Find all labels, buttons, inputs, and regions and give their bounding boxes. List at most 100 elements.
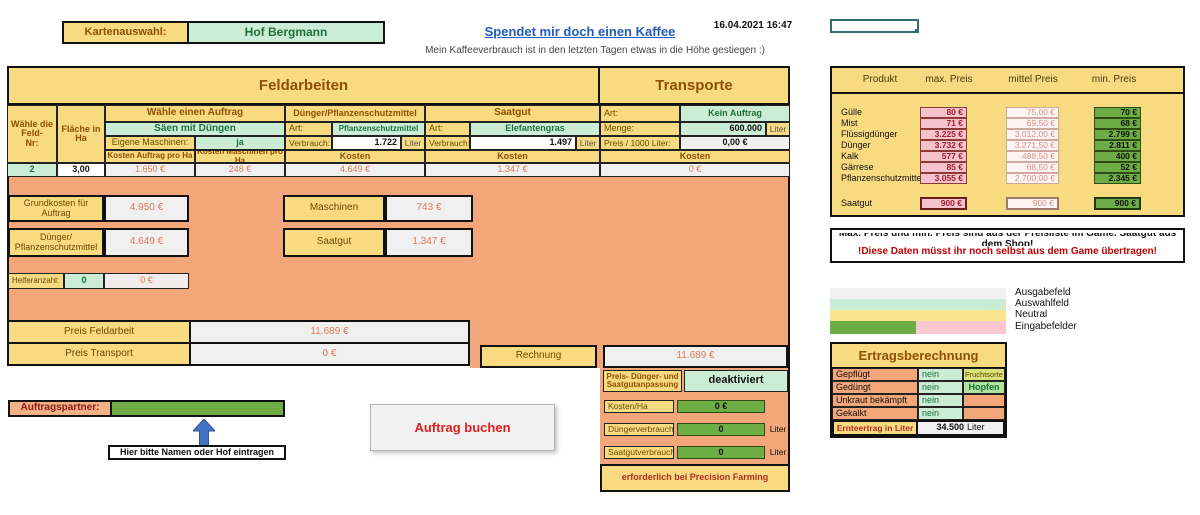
preis-feldarbeit-label: Preis Feldarbeit (7, 320, 191, 344)
max-preis-input[interactable]: 80 € (920, 107, 967, 118)
kosten-maschinen-header: Kosten Maschinen pro Ha (195, 150, 285, 163)
saatgut-verbrauch-value: 1.497 (470, 136, 576, 150)
produkt-name: Pflanzenschutzmittel (841, 173, 920, 183)
produkt-name: Flüssigdünger (841, 129, 898, 139)
ertrag-row-value[interactable]: nein (918, 407, 963, 420)
produkt-name: Gülle (841, 107, 863, 117)
ertragsberechnung-panel: Ertragsberechnung Gepflügt nein Fruchtso… (830, 342, 1007, 438)
col-produkt: Produkt (862, 73, 898, 85)
mittel-preis-cell: 488,50 € (1006, 151, 1059, 162)
max-preis-input[interactable]: 900 € (920, 197, 967, 210)
min-preis-input[interactable]: 2.811 € (1094, 140, 1141, 151)
kosten-maschinen-value: 248 € (195, 163, 285, 177)
ernteertrag-unit: Liter (967, 422, 985, 433)
grundkosten-label: Grundkosten für Auftrag (8, 195, 104, 222)
min-preis-input[interactable]: 900 € (1094, 197, 1141, 210)
max-preis-input[interactable]: 71 € (920, 118, 967, 129)
maschinen-label: Maschinen (283, 195, 385, 222)
legend-label-eingabefelder: Eingabefelder (1015, 321, 1077, 333)
ertrag-row-label: Unkraut bekämpft (832, 394, 918, 407)
ertrag-row-value[interactable]: nein (918, 368, 963, 381)
duenger-pair-label: Dünger/ Pflanzenschutzmittel (8, 228, 104, 257)
transport-art-value[interactable]: Kein Auftrag (680, 105, 790, 122)
duenger-header: Dünger/Pflanzenschutzmittel (285, 105, 425, 122)
saatgut-art-value[interactable]: Elefantengras (470, 122, 600, 136)
note-line-1: Max. Preis und min. Preis sind aus der P… (838, 233, 1177, 246)
flaeche-value: 3,00 (57, 163, 105, 177)
duenger-art-value[interactable]: Pflanzenschutzmittel (332, 122, 425, 136)
max-preis-input[interactable]: 577 € (920, 151, 967, 162)
maschinen-value: 743 € (385, 195, 473, 222)
ertrag-row-label: Gekalkt (832, 407, 918, 420)
mittel-preis-cell: 68,50 € (1006, 162, 1059, 173)
mittel-preis-cell: 2.700,00 € (1006, 173, 1059, 184)
saatgut-kosten-header: Kosten (425, 150, 600, 163)
duenger-art-label: Art: (285, 122, 332, 136)
preis-transport-value: 0 € (189, 342, 470, 366)
min-preis-input[interactable]: 68 € (1094, 118, 1141, 129)
ernteertrag-label: Ernteertrag in Liter (832, 420, 918, 436)
saatgutverbrauch-value[interactable]: 0 (677, 446, 765, 459)
eigene-maschinen-value[interactable]: ja (195, 136, 285, 150)
kartenauswahl-value[interactable]: Hof Bergmann (187, 21, 385, 44)
helfer-label: Helferanzahl: (8, 273, 64, 289)
duengerverbrauch-label: Düngerverbrauch (604, 423, 674, 436)
feldarbeiten-title: Feldarbeiten (7, 66, 600, 105)
max-preis-input[interactable]: 3.055 € (920, 173, 967, 184)
helfer-value: 0 € (104, 273, 189, 289)
max-preis-input[interactable]: 3.732 € (920, 140, 967, 151)
min-preis-input[interactable]: 2.799 € (1094, 129, 1141, 140)
transport-kosten-header: Kosten (600, 150, 790, 163)
ertrag-empty-cell (963, 407, 1005, 420)
orange-area-2 (470, 320, 790, 345)
auftrag-header: Wähle einen Auftrag (105, 105, 285, 122)
duenger-verbrauch-value: 1.722 (332, 136, 401, 150)
min-preis-input[interactable]: 70 € (1094, 107, 1141, 118)
saatgut-art-label: Art: (425, 122, 470, 136)
kosten-ha-value[interactable]: 0 € (677, 400, 765, 413)
duenger-kosten-header: Kosten (285, 150, 425, 163)
anpassung-status[interactable]: deaktiviert (684, 370, 788, 392)
auftrag-buchen-button[interactable]: Auftrag buchen (370, 404, 555, 451)
saatgut-kosten-value: 1.347 € (425, 163, 600, 177)
min-preis-input[interactable]: 52 € (1094, 162, 1141, 173)
legend-swatch-ausgabefeld (830, 288, 1006, 299)
duenger-verbrauch-label: Verbrauch: (285, 136, 332, 150)
legend-label-ausgabefeld: Ausgabefeld (1015, 287, 1071, 298)
mittel-preis-cell: 3.271,50 € (1006, 140, 1059, 151)
kaffee-spenden-link[interactable]: Spendet mir doch einen Kaffee (484, 24, 676, 40)
transport-art-label: Art: (600, 105, 680, 122)
max-preis-input[interactable]: 85 € (920, 162, 967, 173)
kosten-auftrag-header: Kosten Auftrag pro Ha (105, 150, 195, 163)
auftragspartner-input[interactable] (110, 400, 285, 417)
fruchtsorte-value[interactable]: Hopfen (963, 381, 1005, 394)
transport-preis-label: Preis / 1000 Liter: (600, 136, 680, 150)
min-preis-input[interactable]: 2.345 € (1094, 173, 1141, 184)
transport-menge-value[interactable]: 600.000 (680, 122, 766, 136)
kartenauswahl-label: Kartenauswahl: (62, 21, 189, 44)
min-preis-input[interactable]: 400 € (1094, 151, 1141, 162)
auftrag-selected[interactable]: Säen mit Düngen (105, 122, 285, 136)
cell-fill-handle[interactable] (915, 29, 917, 31)
saatgut-pair-value: 1.347 € (385, 228, 473, 257)
note-line-2: !Diese Daten müsst ihr noch selbst aus d… (858, 246, 1157, 258)
duengerverbrauch-value[interactable]: 0 (677, 423, 765, 436)
legend-label-neutral: Neutral (1015, 309, 1048, 320)
helfer-count[interactable]: 0 (64, 273, 104, 289)
legend-swatch-eingabe-rosa (916, 321, 1006, 334)
duenger-verbrauch-unit: Liter (401, 136, 425, 150)
ertrag-title: Ertragsberechnung (832, 344, 1005, 368)
col-min-preis: min. Preis (1091, 73, 1137, 85)
flaeche-label: Fläche in Ha (57, 105, 105, 163)
ertrag-row-value[interactable]: nein (918, 381, 963, 394)
selected-cell-box[interactable] (830, 19, 919, 33)
ertrag-empty-cell (963, 394, 1005, 407)
kaffee-subtext: Mein Kaffeeverbrauch ist in den letzten … (425, 45, 765, 57)
ertrag-row-value[interactable]: nein (918, 394, 963, 407)
feldarbeiten-block: Feldarbeiten Transporte Wähle die Feld- … (7, 66, 790, 492)
preisliste-panel: Produkt max. Preis mittel Preis min. Pre… (830, 66, 1185, 217)
rechnung-value: 11.689 € (603, 345, 788, 368)
feldnr-value[interactable]: 2 (7, 163, 57, 177)
max-preis-input[interactable]: 3.225 € (920, 129, 967, 140)
saatgut-header: Saatgut (425, 105, 600, 122)
